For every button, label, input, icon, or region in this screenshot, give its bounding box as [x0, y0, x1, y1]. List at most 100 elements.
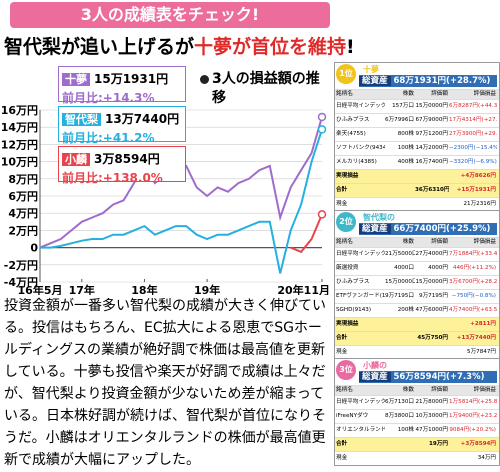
table-cell: ソフトバンク(9434): [336, 145, 385, 151]
column-name: 銘柄名: [336, 91, 353, 97]
column-name: 評価損益: [473, 387, 496, 393]
legend-name: 十夢: [62, 73, 90, 86]
table-cell: 15万0000口: [385, 279, 415, 285]
table-cell: 16万7400円: [415, 159, 448, 165]
y-tick-label: 4万円: [8, 207, 38, 220]
article: 投資金額が一番多い智代梨の成績が大きく伸びている。投信はもちろん、EC拡大による…: [4, 298, 326, 468]
column-name: 株数: [402, 91, 414, 97]
table-cell: 現金: [336, 201, 348, 207]
table-cell: 21万5000口: [385, 251, 415, 257]
table-cell: 19万円: [429, 441, 448, 447]
table-cell: 4000円: [428, 265, 448, 271]
table-row: 合計 19万円 +3万8594円: [335, 437, 499, 451]
legend-amount: 3万8594円: [94, 152, 160, 166]
table-row: 合計 36万6310円 +15万1931円: [335, 183, 499, 197]
y-tick-label: 0: [30, 242, 38, 255]
x-tick-label: 16年5月: [18, 283, 63, 295]
table-cell: 日経平均インデックス: [336, 251, 385, 257]
total-label: 総資産: [359, 224, 391, 234]
holdings-table: 2位 智代梨の 総資産 66万7400円(+25.9%) 銘柄名 株数 評価額 評価損益 日経平…: [334, 210, 500, 360]
rank-medal: 3位: [336, 360, 356, 380]
chart-title: 3人の損益額の推移: [200, 70, 332, 108]
table-cell: +15万1931円: [456, 187, 496, 193]
y-tick-label: 6万円: [8, 190, 38, 203]
table-cell: 日経平均インデックス: [336, 399, 385, 405]
table-cell: 34万円: [477, 455, 496, 461]
table-cell: 実現損益: [336, 321, 359, 327]
y-tick-label: 10万円: [1, 156, 38, 169]
owner-name: 智代梨の: [363, 213, 395, 222]
table-cell: 446円(+11.2%): [452, 265, 496, 271]
table-row: 現金 34万円: [335, 451, 499, 465]
column-header: 銘柄名 株数 評価額 評価損益: [335, 385, 499, 395]
table-cell: 800株: [397, 131, 414, 137]
holdings-table: 1位 十夢 総資産 68万1931円(+28.7%) 銘柄名 株数 評価額 評価損益 日経平均イ…: [334, 62, 500, 212]
table-cell: 45万750円: [417, 335, 448, 341]
y-tick-label: -4万円: [4, 276, 38, 289]
banner: 3人の成績表をチェック!: [10, 2, 330, 28]
table-cell: 合計: [336, 441, 348, 447]
table-cell: 15万0000円: [415, 103, 448, 109]
table-cell: 17万4314円(+27.1%): [449, 117, 497, 123]
legend-amount: 13万7440円: [105, 112, 180, 126]
headline-part: !: [346, 36, 355, 58]
legend-change: 前月比:+138.0%: [62, 171, 163, 185]
table-row: 日経平均インデックス6万7130口21万8000円1万5814円(+25.8%): [335, 395, 499, 409]
table-cell: 3万6700円(+28.2%): [449, 279, 497, 285]
table-cell: 6万8287円(+44.3%): [449, 103, 497, 109]
table-cell: 27万3900円(+29.8%): [449, 131, 497, 137]
headline: 智代梨が追い上げるが十夢が首位を維持!: [4, 32, 355, 59]
table-cell: 400株: [397, 159, 414, 165]
chart: 16万円 14万円 12万円 10万円 8万円 6万円 4万円 2万円 0 -2万円 -4万円16年…: [1, 104, 330, 295]
owner-name: 十夢: [363, 65, 379, 74]
total-label: 総資産: [359, 76, 391, 86]
table-cell: 4000口: [394, 265, 414, 271]
table-cell: 1万9400円(+23.2%): [449, 413, 497, 419]
table-cell: 8万3800口: [385, 413, 414, 419]
y-tick-label: -2万円: [4, 259, 38, 272]
column-name: 株数: [402, 239, 414, 245]
table-cell: −3320円(−6.9%): [449, 159, 497, 165]
headline-part: 智代梨が追い上げるが: [4, 36, 195, 58]
x-tick-label: 19年: [194, 283, 220, 295]
total-value: 56万8594円(+7.3%): [393, 372, 485, 382]
table-cell: 21万8000円: [415, 399, 448, 405]
holdings-table: 3位 小麟の 総資産 56万8594円(+7.3%) 銘柄名 株数 評価額 評価損益 日経平均イ…: [334, 358, 500, 466]
table-row: 厳選投資 4000口 4000円 446円(+11.2%): [335, 261, 499, 275]
table-row: 現金 5万7847円: [335, 345, 499, 359]
table-cell: +2811円: [470, 321, 496, 327]
table-cell: ETFヴァンガード(1546): [336, 293, 385, 299]
table-row: ソフトバンク(9434) 100株 14万2000円 −2300円(−15.4%): [335, 141, 499, 155]
table-cell: 10万3000円: [415, 413, 448, 419]
table-cell: 実現損益: [336, 173, 359, 179]
end-point: [317, 125, 327, 134]
total-bar: 総資産 68万1931円(+28.7%): [359, 75, 497, 87]
column-header: 銘柄名 株数 評価額 評価損益: [335, 89, 499, 99]
table-cell: −2300円(−15.4%): [449, 145, 497, 151]
table-cell: 9万7195口: [385, 293, 414, 299]
table-cell: iFreeNYダウ: [336, 413, 369, 419]
total-value: 68万1931円(+28.7%): [393, 76, 491, 86]
y-tick-label: 16万円: [1, 104, 38, 117]
table-cell: 1万5814円(+25.8%): [449, 399, 497, 405]
table-cell: 200株: [397, 307, 414, 313]
column-name: 株数: [402, 387, 414, 393]
table-row: 合計 45万750円 +13万7440円: [335, 331, 499, 345]
table-row: ETFヴァンガード(1546)9万7195口 9万7195円−750円(−0.8%…: [335, 289, 499, 303]
table-cell: SGHD(9143): [336, 307, 371, 313]
legend-box: 小麟 3万8594円 前月比:+138.0%: [58, 146, 186, 185]
series-line: [40, 129, 323, 274]
table-cell: 現金: [336, 455, 348, 461]
legend-box: 智代梨 13万7440円 前月比:+41.2%: [58, 106, 186, 145]
table-cell: 合計: [336, 335, 348, 341]
table-cell: 97万1200円: [415, 131, 448, 137]
legend-box: 十夢 15万1931円 前月比:+14.3%: [58, 66, 186, 105]
table-cell: 7万1884円(+33.4%): [449, 251, 497, 257]
y-tick-label: 12万円: [1, 138, 38, 151]
end-point: [317, 112, 327, 122]
table-cell: 日経平均インデックス: [336, 103, 385, 109]
